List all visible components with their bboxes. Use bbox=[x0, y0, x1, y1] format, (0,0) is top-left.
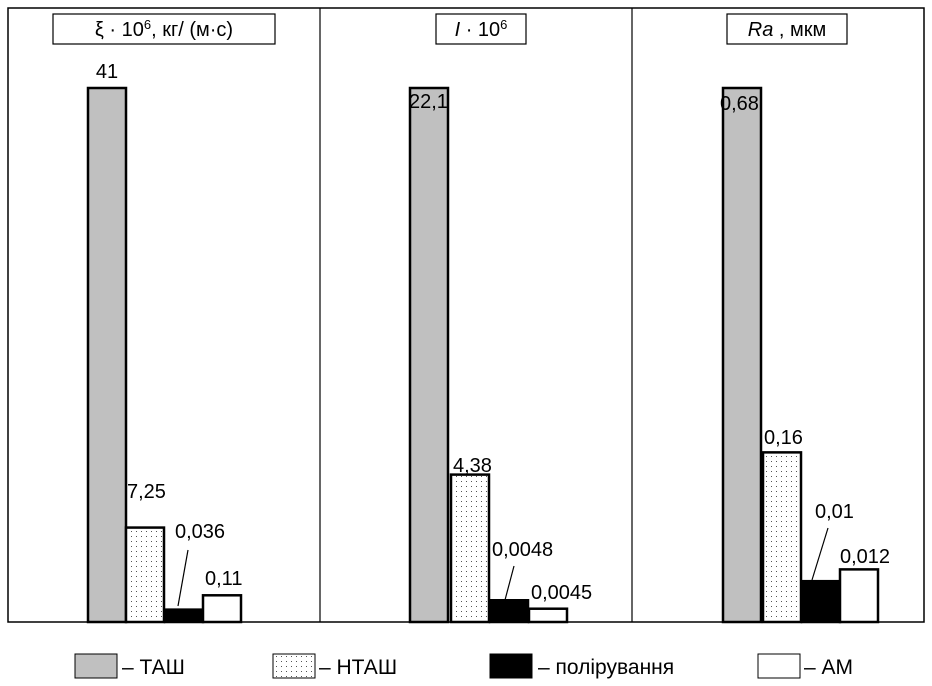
leader-line bbox=[811, 527, 829, 581]
legend-item: – НТАШ bbox=[272, 653, 397, 679]
bar-полірування bbox=[488, 599, 530, 624]
panel-title-box bbox=[726, 13, 848, 45]
data-label: 0,68 bbox=[720, 93, 759, 115]
data-label: 0,0048 bbox=[492, 539, 553, 561]
panel-title-box bbox=[435, 13, 527, 45]
panel-title: ξ · 106, кг/ (м·с) bbox=[95, 17, 233, 42]
panel-2: I · 106 22,1 4,38 0,0048 0,0045 bbox=[408, 13, 592, 624]
bar-ТАШ bbox=[86, 86, 128, 624]
legend-label: – ТАШ bbox=[122, 656, 185, 679]
data-label: 0,0045 bbox=[531, 582, 592, 604]
legend-label: – АМ bbox=[804, 656, 853, 679]
data-label: 7,25 bbox=[127, 481, 166, 503]
legend-label: – полірування bbox=[538, 656, 674, 679]
bar-НТАШ bbox=[449, 473, 491, 624]
panel-title: Ra , мкм bbox=[748, 19, 827, 41]
data-label: 0,036 bbox=[175, 521, 225, 543]
leader-line bbox=[177, 549, 189, 607]
data-label: 0,11 bbox=[205, 568, 242, 590]
data-label: 0,01 bbox=[815, 501, 854, 523]
legend-swatch bbox=[74, 653, 118, 679]
legend-item: – АМ bbox=[757, 653, 853, 679]
panel-1: ξ · 106, кг/ (м·с) 41 7,25 0,036 0,11 bbox=[52, 13, 276, 624]
bar-ТАШ bbox=[408, 86, 450, 624]
bar-АМ bbox=[201, 594, 243, 624]
bar-полірування bbox=[163, 608, 205, 624]
bar-АМ bbox=[838, 568, 880, 624]
panel-3: Ra , мкм 0,68 0,16 0,01 0,012 bbox=[720, 13, 890, 624]
bar-НТАШ bbox=[124, 526, 166, 624]
data-label: 41 bbox=[96, 61, 118, 83]
leader-line bbox=[504, 565, 515, 601]
bar-ТАШ bbox=[721, 86, 763, 624]
legend-item: – полірування bbox=[489, 653, 674, 679]
legend-swatch bbox=[272, 653, 316, 679]
panel-title: I · 106 bbox=[455, 17, 508, 42]
data-label: 0,16 bbox=[764, 427, 803, 449]
panel-title-box bbox=[52, 13, 276, 45]
legend-swatch bbox=[489, 653, 533, 679]
legend-label: – НТАШ bbox=[319, 656, 397, 679]
data-label: 22,1 bbox=[409, 91, 448, 113]
data-label: 4,38 bbox=[453, 455, 492, 477]
data-label: 0,012 bbox=[840, 546, 890, 568]
bar-полірування bbox=[800, 579, 842, 624]
legend-swatch bbox=[757, 653, 801, 679]
legend-item: – ТАШ bbox=[74, 653, 185, 679]
bar-НТАШ bbox=[761, 451, 803, 624]
bar-АМ bbox=[527, 607, 569, 624]
